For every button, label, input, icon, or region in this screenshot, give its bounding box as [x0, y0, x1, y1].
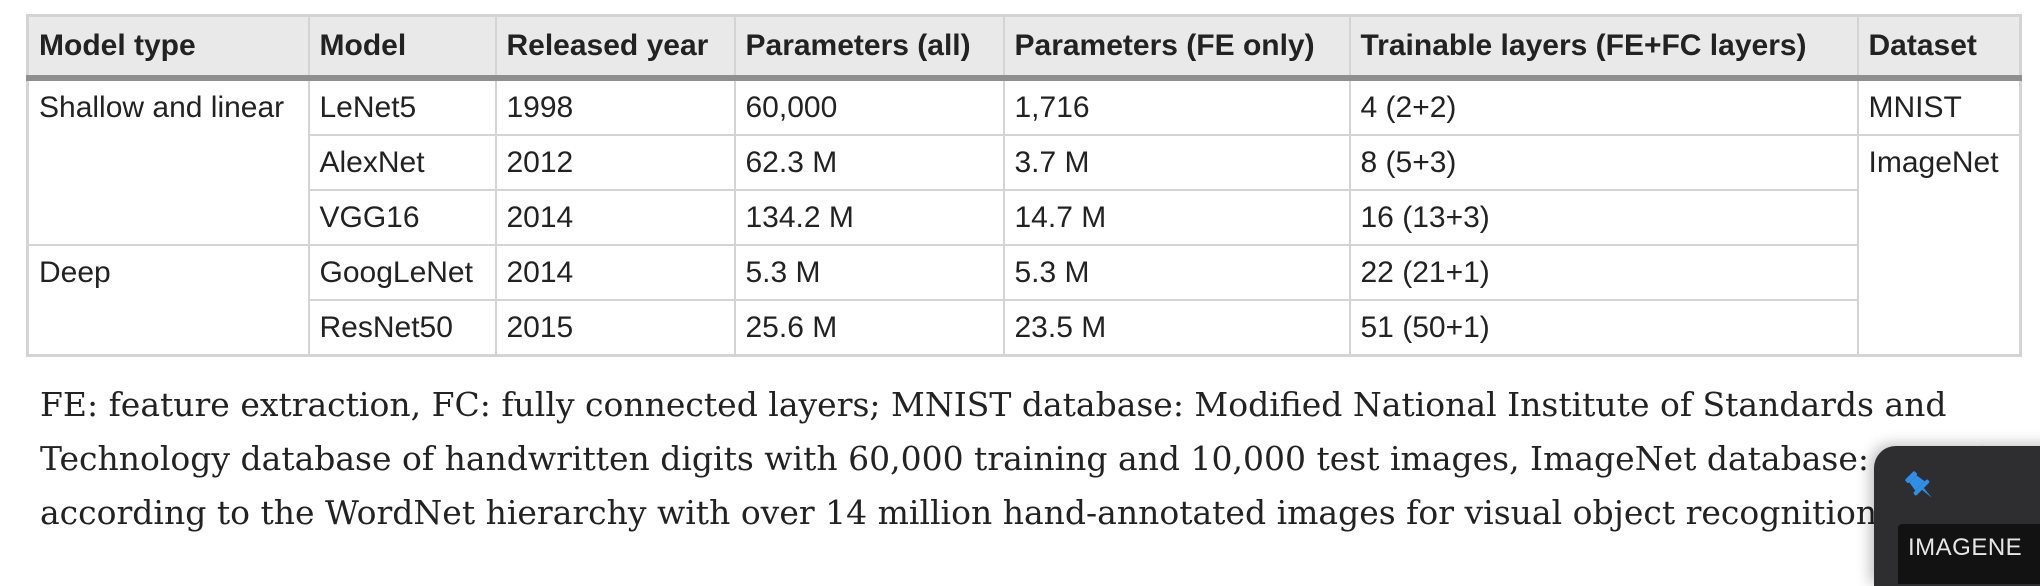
layers-cell: 8 (5+3) [1348, 134, 1859, 191]
model-comparison-table: Model type Model Released year Parameter… [26, 14, 2022, 357]
table-header-row: Model type Model Released year Parameter… [26, 14, 2022, 81]
header-model: Model [307, 14, 497, 81]
model-cell: ResNet50 [307, 299, 497, 357]
dataset-cell: MNIST [1856, 77, 2022, 136]
params-all-cell: 62.3 M [733, 134, 1005, 191]
header-parameters-all: Parameters (all) [733, 14, 1005, 81]
header-dataset: Dataset [1856, 14, 2022, 81]
model-cell: GoogLeNet [307, 244, 497, 301]
layers-cell: 16 (13+3) [1348, 189, 1859, 246]
params-all-cell: 5.3 M [733, 244, 1005, 301]
params-fe-cell: 1,716 [1002, 77, 1351, 136]
model-type-cell: Deep [26, 244, 310, 357]
pinned-reference-tab[interactable]: IMAGENE [1898, 524, 2040, 584]
dataset-cell: ImageNet [1856, 134, 2022, 357]
year-cell: 2012 [494, 134, 736, 191]
params-all-cell: 25.6 M [733, 299, 1005, 357]
header-parameters-fe-only: Parameters (FE only) [1002, 14, 1351, 81]
model-type-cell: Shallow and linear [26, 77, 310, 246]
params-fe-cell: 5.3 M [1002, 244, 1351, 301]
year-cell: 2014 [494, 244, 736, 301]
header-trainable-layers: Trainable layers (FE+FC layers) [1348, 14, 1859, 81]
footnote-line: according to the WordNet hierarchy with … [40, 493, 1995, 532]
table-row: ResNet50 2015 25.6 M 23.5 M 51 (50+1) [28, 299, 2021, 357]
params-all-cell: 60,000 [733, 77, 1005, 136]
table-row: Shallow and linear LeNet5 1998 60,000 1,… [26, 77, 2022, 246]
pinned-reference-popup[interactable]: IMAGENE [1874, 446, 2040, 586]
model-comparison-table-wrapper: Model type Model Released year Parameter… [26, 14, 2022, 357]
year-cell: 2015 [494, 299, 736, 357]
table-row: AlexNet 2012 62.3 M 3.7 M 8 (5+3) ImageN… [28, 134, 2022, 357]
params-all-cell: 134.2 M [733, 189, 1005, 246]
layers-cell: 4 (2+2) [1348, 77, 1859, 136]
footnote-line: FE: feature extraction, FC: fully connec… [40, 385, 1947, 424]
model-cell: LeNet5 [307, 77, 497, 136]
header-model-type: Model type [26, 14, 310, 81]
header-released-year: Released year [494, 14, 736, 81]
params-fe-cell: 14.7 M [1002, 189, 1351, 246]
model-cell: VGG16 [307, 189, 497, 246]
pin-icon[interactable] [1900, 466, 1940, 506]
params-fe-cell: 3.7 M [1002, 134, 1351, 191]
table-row: Deep GoogLeNet 2014 5.3 M 5.3 M 22 (21+1… [26, 244, 2021, 357]
model-cell: AlexNet [307, 134, 497, 191]
pin-icon-graphic [1905, 471, 1932, 498]
year-cell: 2014 [494, 189, 736, 246]
year-cell: 1998 [494, 77, 736, 136]
layers-cell: 51 (50+1) [1348, 299, 1859, 357]
table-row: VGG16 2014 134.2 M 14.7 M 16 (13+3) [28, 189, 2021, 246]
layers-cell: 22 (21+1) [1348, 244, 1859, 301]
params-fe-cell: 23.5 M [1002, 299, 1351, 357]
footnote-line: Technology database of handwritten digit… [40, 439, 1988, 478]
table-footnote: FE: feature extraction, FC: fully connec… [40, 378, 2040, 540]
